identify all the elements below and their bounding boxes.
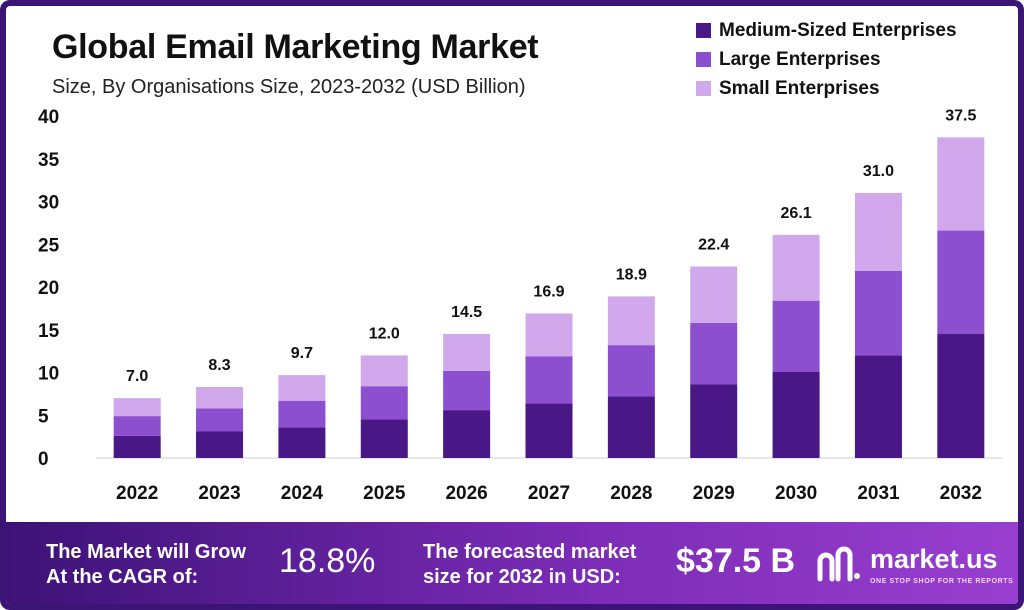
legend-item-medium: Medium-Sized Enterprises bbox=[696, 16, 957, 45]
legend-label-small: Small Enterprises bbox=[719, 77, 880, 99]
x-tick-label: 2025 bbox=[363, 483, 406, 504]
bar-segment-small bbox=[690, 266, 738, 323]
bar-chart: 05101520253035407.020228.320239.7202412.… bbox=[38, 107, 1002, 504]
bar-segment-small bbox=[278, 375, 326, 401]
x-tick-label: 2032 bbox=[940, 483, 982, 504]
y-tick-label: 40 bbox=[38, 107, 59, 128]
y-tick-label: 20 bbox=[38, 278, 59, 299]
bar-segment-small bbox=[196, 387, 244, 409]
x-tick-label: 2024 bbox=[281, 483, 324, 504]
bar-segment-large bbox=[690, 322, 738, 385]
bar-segment-medium bbox=[772, 371, 820, 458]
bar-segment-medium bbox=[278, 427, 326, 458]
y-tick-label: 15 bbox=[38, 321, 60, 342]
bar-segment-large bbox=[278, 400, 326, 428]
bar-segment-large bbox=[772, 300, 820, 372]
bar-total-label: 16.9 bbox=[533, 284, 564, 301]
forecast-label: The forecasted market size for 2032 in U… bbox=[423, 540, 636, 590]
bar-total-label: 8.3 bbox=[208, 357, 230, 374]
brand-name: market.us bbox=[870, 544, 998, 574]
bar-segment-medium bbox=[443, 410, 491, 458]
legend-label-large: Large Enterprises bbox=[719, 48, 881, 70]
y-tick-label: 30 bbox=[38, 193, 59, 214]
x-tick-label: 2026 bbox=[445, 483, 487, 504]
bar-segment-small bbox=[854, 192, 902, 271]
bar-segment-small bbox=[607, 296, 655, 346]
legend-swatch-small bbox=[696, 81, 711, 96]
forecast-value: $37.5 B bbox=[676, 542, 796, 580]
bar-total-label: 12.0 bbox=[369, 325, 400, 342]
x-tick-label: 2031 bbox=[857, 483, 900, 504]
footer-banner: The Market will Grow At the CAGR of: 18.… bbox=[6, 522, 1018, 604]
bar-total-label: 18.9 bbox=[616, 266, 647, 283]
y-tick-label: 5 bbox=[38, 406, 49, 427]
bar-total-label: 9.7 bbox=[291, 345, 313, 362]
bar-segment-large bbox=[854, 270, 902, 356]
bar-segment-small bbox=[772, 234, 820, 301]
x-tick-label: 2022 bbox=[116, 483, 158, 504]
legend-swatch-large bbox=[696, 52, 711, 67]
chart-subtitle: Size, By Organisations Size, 2023-2032 (… bbox=[52, 76, 526, 98]
bar-total-label: 31.0 bbox=[863, 163, 894, 180]
chart-title: Global Email Marketing Market bbox=[52, 28, 539, 66]
bar-segment-small bbox=[113, 398, 161, 417]
bar-segment-large bbox=[196, 408, 244, 432]
bar-segment-medium bbox=[113, 435, 161, 458]
bar-segment-small bbox=[360, 355, 408, 387]
bar-segment-medium bbox=[525, 403, 573, 458]
cagr-label: The Market will Grow At the CAGR of: bbox=[46, 540, 246, 590]
brand-tagline: ONE STOP SHOP FOR THE REPORTS bbox=[870, 578, 1014, 585]
bar-segment-large bbox=[360, 386, 408, 420]
y-tick-label: 10 bbox=[38, 364, 59, 385]
bar-segment-large bbox=[937, 230, 985, 335]
legend-label-medium: Medium-Sized Enterprises bbox=[719, 19, 957, 41]
legend-item-small: Small Enterprises bbox=[696, 74, 957, 103]
bar-segment-medium bbox=[196, 431, 244, 458]
bar-segment-medium bbox=[607, 396, 655, 458]
y-tick-label: 0 bbox=[38, 449, 49, 470]
forecast-label-line1: The forecasted market bbox=[423, 541, 637, 563]
bar-segment-large bbox=[113, 416, 161, 436]
cagr-value: 18.8% bbox=[279, 542, 376, 580]
bar-segment-large bbox=[525, 356, 573, 404]
bar-segment-small bbox=[937, 137, 985, 231]
x-tick-label: 2023 bbox=[198, 483, 240, 504]
bar-segment-medium bbox=[360, 419, 408, 458]
bar-segment-small bbox=[525, 313, 573, 357]
cagr-label-line1: The Market will Grow bbox=[46, 541, 247, 563]
bar-segment-large bbox=[443, 370, 491, 411]
x-tick-label: 2028 bbox=[610, 483, 652, 504]
bar-total-label: 26.1 bbox=[781, 205, 812, 222]
legend-item-large: Large Enterprises bbox=[696, 45, 957, 74]
x-tick-label: 2027 bbox=[528, 483, 570, 504]
x-tick-label: 2030 bbox=[775, 483, 817, 504]
y-tick-label: 35 bbox=[38, 150, 60, 171]
bar-total-label: 14.5 bbox=[451, 304, 482, 321]
legend: Medium-Sized Enterprises Large Enterpris… bbox=[696, 16, 957, 103]
x-tick-label: 2029 bbox=[693, 483, 735, 504]
cagr-label-line2: At the CAGR of: bbox=[46, 566, 199, 588]
bar-segment-small bbox=[443, 334, 491, 371]
bar-total-label: 37.5 bbox=[945, 107, 976, 124]
bar-segment-large bbox=[607, 345, 655, 397]
forecast-label-line2: size for 2032 in USD: bbox=[423, 566, 621, 588]
bar-segment-medium bbox=[937, 334, 985, 458]
legend-swatch-medium bbox=[696, 23, 711, 38]
bar-segment-medium bbox=[854, 355, 902, 458]
market-us-logo-icon bbox=[817, 546, 860, 582]
bar-total-label: 22.4 bbox=[698, 236, 729, 253]
bar-segment-medium bbox=[690, 384, 738, 458]
y-tick-label: 25 bbox=[38, 235, 60, 256]
bar-total-label: 7.0 bbox=[126, 368, 148, 385]
